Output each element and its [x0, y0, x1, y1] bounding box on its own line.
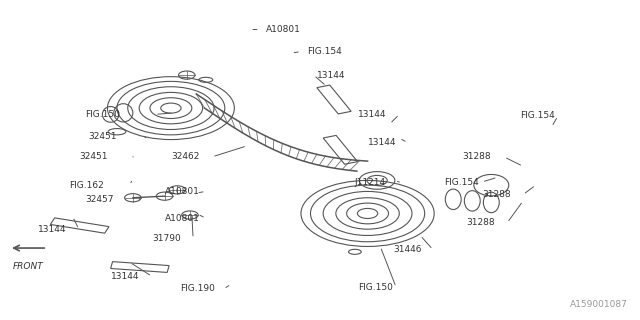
Text: FRONT: FRONT [13, 262, 44, 271]
Text: A10801: A10801 [164, 187, 200, 196]
Text: 32457: 32457 [85, 195, 114, 204]
Text: 13144: 13144 [317, 71, 346, 80]
Text: A159001087: A159001087 [570, 300, 628, 309]
Text: FIG.154: FIG.154 [444, 178, 479, 187]
Text: A10801: A10801 [266, 25, 301, 34]
Text: 31288: 31288 [482, 190, 511, 199]
Text: 31288: 31288 [466, 218, 495, 228]
Text: J11214: J11214 [355, 178, 386, 187]
Text: 13144: 13144 [367, 138, 396, 147]
Text: 31446: 31446 [393, 245, 422, 254]
Text: 32462: 32462 [171, 152, 199, 161]
Text: FIG.150: FIG.150 [358, 283, 393, 292]
Text: 13144: 13144 [358, 110, 387, 119]
Text: FIG.154: FIG.154 [307, 47, 342, 56]
Text: 31288: 31288 [463, 152, 492, 161]
Text: 13144: 13144 [38, 225, 66, 234]
Text: 13144: 13144 [111, 272, 139, 281]
Text: 32451: 32451 [79, 152, 108, 161]
Text: FIG.162: FIG.162 [69, 181, 104, 190]
Text: A10801: A10801 [164, 214, 200, 223]
Text: FIG.150: FIG.150 [85, 110, 120, 119]
Text: FIG.190: FIG.190 [180, 284, 215, 293]
Text: 32451: 32451 [88, 132, 117, 141]
Text: FIG.154: FIG.154 [520, 111, 555, 120]
Text: 31790: 31790 [152, 234, 180, 243]
